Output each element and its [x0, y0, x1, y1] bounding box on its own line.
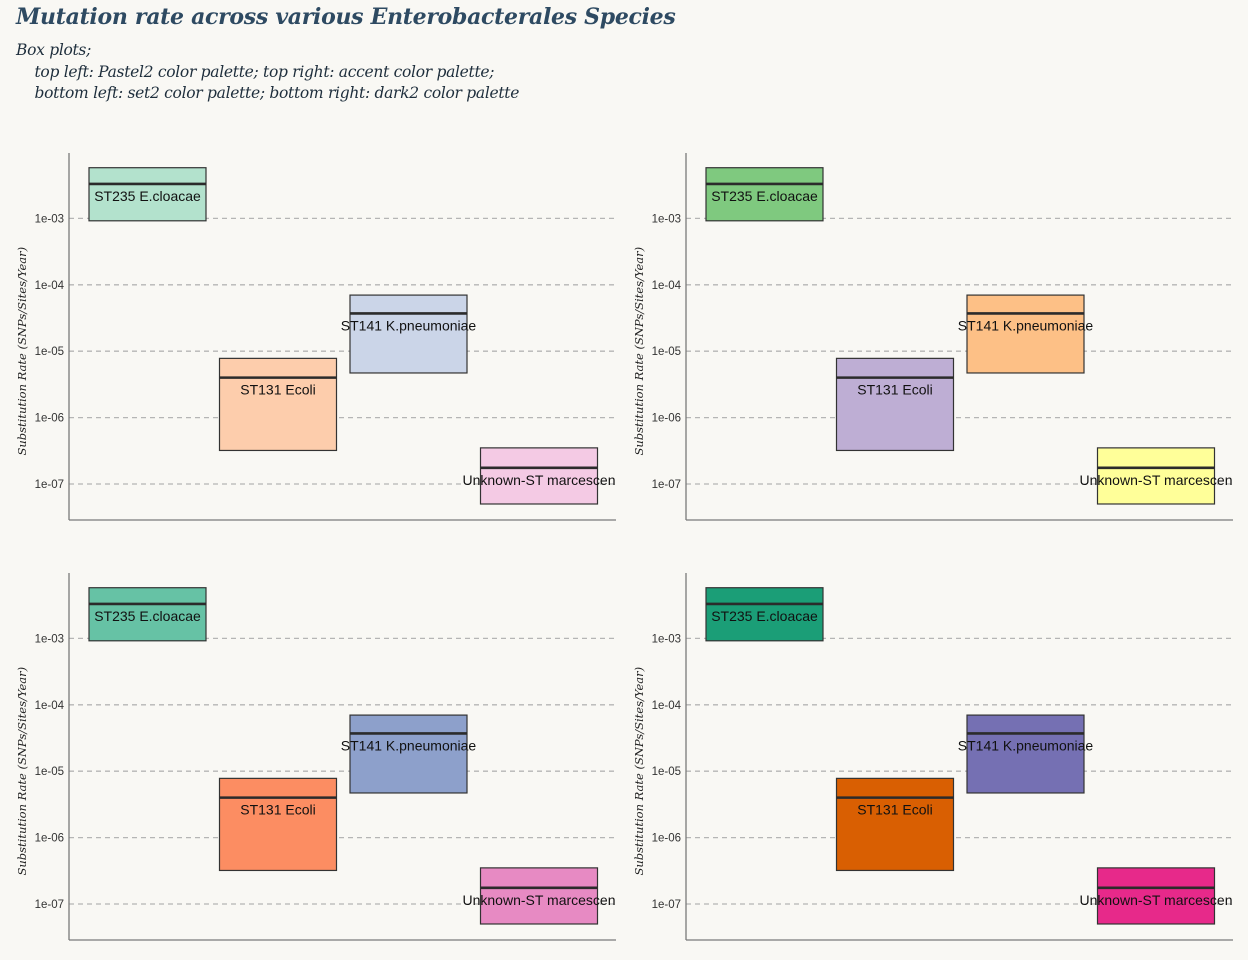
box-2 [966, 294, 1085, 374]
y-tick-label: 1e-05 [652, 766, 681, 778]
y-tick-label: 1e-06 [35, 413, 64, 425]
box-3 [479, 447, 599, 505]
box-0 [705, 587, 824, 642]
box-label: Unknown-ST marcescen [1079, 892, 1232, 908]
y-tick-label: 1e-05 [652, 346, 681, 358]
box-3 [479, 867, 599, 925]
page-title: Mutation rate across various Enterobacte… [16, 4, 676, 30]
box-3 [1096, 447, 1216, 505]
box-label: ST141 K.pneumoniae [958, 737, 1094, 753]
box-label: ST131 Ecoli [240, 802, 315, 818]
y-axis-title: Substitution Rate (SNPs/Sites/Year) [632, 667, 646, 876]
y-tick-label: 1e-04 [35, 280, 65, 292]
box-1 [218, 357, 338, 452]
box-0 [88, 587, 207, 642]
box-1 [835, 777, 955, 872]
y-tick-label: 1e-04 [35, 700, 65, 712]
box-2 [349, 294, 468, 374]
y-tick-label: 1e-06 [652, 413, 681, 425]
box-label: ST235 E.cloacae [711, 608, 818, 624]
box-label: Unknown-ST marcescen [1079, 472, 1232, 488]
box-label: ST131 Ecoli [857, 382, 932, 398]
y-tick-label: 1e-07 [35, 899, 64, 911]
y-axis-title: Substitution Rate (SNPs/Sites/Year) [15, 667, 29, 876]
chart-bottom-left: 1e-07 1e-06 1e-05 1e-04 1e-03 Substitution Ra… [15, 573, 616, 941]
box-label: ST131 Ecoli [857, 802, 932, 818]
page-subtitle: Box plots; top left: Pastel2 color palet… [16, 41, 520, 102]
y-tick-label: 1e-03 [35, 633, 64, 645]
box-2 [966, 714, 1085, 794]
box-label: Unknown-ST marcescen [462, 892, 615, 908]
y-tick-label: 1e-03 [652, 633, 681, 645]
box-label: ST235 E.cloacae [711, 188, 818, 204]
box-label: ST141 K.pneumoniae [958, 317, 1094, 333]
box-0 [88, 167, 207, 222]
y-axis-title: Substitution Rate (SNPs/Sites/Year) [15, 247, 29, 456]
box-2 [349, 714, 468, 794]
y-tick-label: 1e-07 [35, 479, 64, 491]
box-label: Unknown-ST marcescen [462, 472, 615, 488]
box-1 [218, 777, 338, 872]
y-tick-label: 1e-05 [35, 766, 64, 778]
chart-bottom-right: 1e-07 1e-06 1e-05 1e-04 1e-03 Substitution Ra… [632, 573, 1233, 941]
y-tick-label: 1e-04 [652, 280, 682, 292]
box-3 [1096, 867, 1216, 925]
box-label: ST235 E.cloacae [94, 608, 201, 624]
y-tick-label: 1e-06 [652, 833, 681, 845]
chart-top-left: 1e-07 1e-06 1e-05 1e-04 1e-03 Substitution Ra… [15, 153, 616, 521]
box-label: ST235 E.cloacae [94, 188, 201, 204]
y-tick-label: 1e-07 [652, 479, 681, 491]
chart-top-right: 1e-07 1e-06 1e-05 1e-04 1e-03 Substitution Ra… [632, 153, 1233, 521]
box-1 [835, 357, 955, 452]
y-axis-title: Substitution Rate (SNPs/Sites/Year) [632, 247, 646, 456]
box-0 [705, 167, 824, 222]
y-tick-label: 1e-03 [652, 213, 681, 225]
box-label: ST141 K.pneumoniae [341, 737, 477, 753]
y-tick-label: 1e-04 [652, 700, 682, 712]
y-tick-label: 1e-07 [652, 899, 681, 911]
y-tick-label: 1e-05 [35, 346, 64, 358]
y-tick-label: 1e-06 [35, 833, 64, 845]
y-tick-label: 1e-03 [35, 213, 64, 225]
box-label: ST141 K.pneumoniae [341, 317, 477, 333]
box-label: ST131 Ecoli [240, 382, 315, 398]
